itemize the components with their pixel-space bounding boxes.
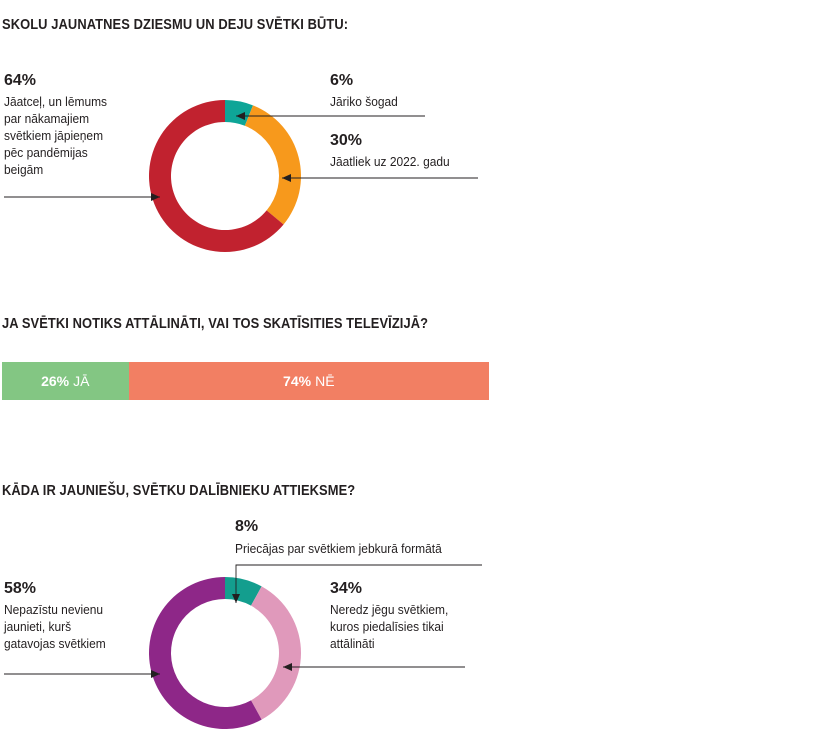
chart1-slice-pct-this-year: 6% (330, 72, 354, 89)
chart1-donut-slice-0 (225, 100, 253, 126)
chart3-slice-pct-no-one: 58% (4, 580, 37, 597)
chart3-title: KĀDA IR JAUNIEŠU, SVĒTKU DALĪBNIEKU ATTI… (2, 482, 356, 499)
chart2-title: JA SVĒTKI NOTIKS ATTĀLINĀTI, VAI TOS SKA… (2, 315, 429, 332)
chart3-arrow-any-format-head (232, 594, 240, 603)
chart2-bar-no: 74% NĒ (128, 362, 489, 400)
chart3-slice-pct-no-sense: 34% (330, 580, 363, 597)
chart3-arrow-any-format-line (235, 564, 482, 603)
chart2-bar-yes-label: JĀ (73, 373, 90, 389)
chart1-slice-label-cancel: Jāatceļ, un lēmums par nākamajiem svētki… (4, 94, 108, 177)
chart1-slice-pct-postpone: 30% (330, 132, 363, 149)
chart1-slice-label-postpone: Jāatliek uz 2022. gadu (330, 154, 450, 169)
chart3-slice-pct-any-format: 8% (235, 518, 259, 535)
chart3-slice-label-no-one: Nepazīstu nevienu jaunieti, kurš gatavoj… (4, 602, 106, 651)
chart2-bar-yes: 26% JĀ (2, 362, 129, 400)
chart3-slice-label-any-format: Priecājas par svētkiem jebkurā formātā (235, 541, 442, 556)
chart2-bar-yes-pct: 26% (41, 373, 70, 389)
chart1-title: SKOLU JAUNATNES DZIESMU UN DEJU SVĒTKI B… (2, 16, 349, 33)
chart1-arrow-this-year-head (236, 112, 245, 120)
chart3-arrow-no-one-head (151, 670, 160, 678)
chart1-arrow-postpone-head (282, 174, 291, 182)
chart1-slice-label-this-year: Jāriko šogad (330, 94, 398, 109)
chart3-slice-label-no-sense: Neredz jēgu svētkiem, kuros piedalīsies … (330, 602, 449, 651)
chart1-donut-slice-2 (149, 100, 284, 252)
chart2-bar-no-pct: 74% (283, 373, 312, 389)
chart3-arrow-no-sense-head (283, 663, 292, 671)
chart1-arrow-cancel-head (151, 193, 160, 201)
chart2-bar-no-label: NĒ (315, 373, 335, 389)
chart3-donut-slice-1 (251, 586, 301, 720)
chart3-donut-slice-2 (149, 577, 262, 730)
chart1-slice-pct-cancel: 64% (4, 72, 37, 89)
chart1-donut-slice-1 (244, 105, 301, 225)
